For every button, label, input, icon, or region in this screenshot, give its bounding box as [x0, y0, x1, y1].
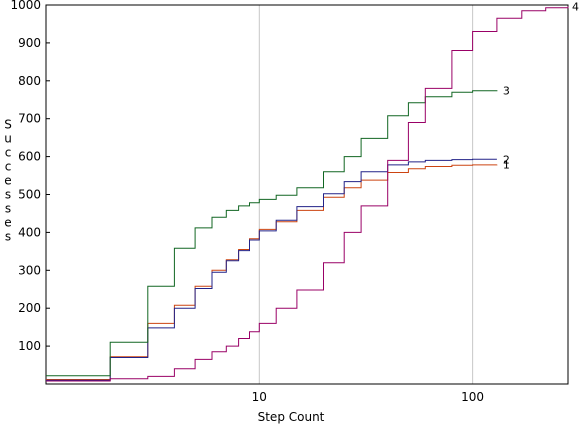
y-tick-label: 1000 — [10, 0, 41, 12]
series-line-3 — [46, 90, 498, 377]
series-line-1 — [46, 164, 498, 380]
y-tick-label: 500 — [18, 188, 41, 202]
series-line-4 — [46, 6, 569, 382]
series-label-2: 2 — [503, 153, 510, 166]
series-label-3: 3 — [503, 84, 510, 97]
series-layer: 12 3 4 — [46, 1, 579, 382]
x-tick-label: 10 — [252, 390, 267, 404]
series-label-4: 4 — [572, 1, 579, 14]
y-tick-label: 900 — [18, 36, 41, 50]
plot-frame — [45, 4, 569, 385]
x-axis: 10 100 — [252, 390, 484, 404]
y-tick-label: 400 — [18, 225, 41, 239]
x-tick-label: 100 — [461, 390, 484, 404]
y-tick-label: 200 — [18, 301, 41, 315]
grid-layer — [258, 5, 474, 384]
series-line-2 — [46, 158, 497, 381]
y-tick-label: 600 — [18, 150, 41, 164]
y-tick-label: 800 — [18, 74, 41, 88]
x-axis-title: Step Count — [258, 410, 325, 424]
y-tick-label: 300 — [18, 263, 41, 277]
series-label-1: 1 — [503, 159, 510, 172]
y-tick-label: 100 — [18, 339, 41, 353]
y-tick-label: 700 — [18, 112, 41, 126]
y-axis: 100 200 300 400 500 600 700 800 900 1000 — [10, 0, 50, 353]
